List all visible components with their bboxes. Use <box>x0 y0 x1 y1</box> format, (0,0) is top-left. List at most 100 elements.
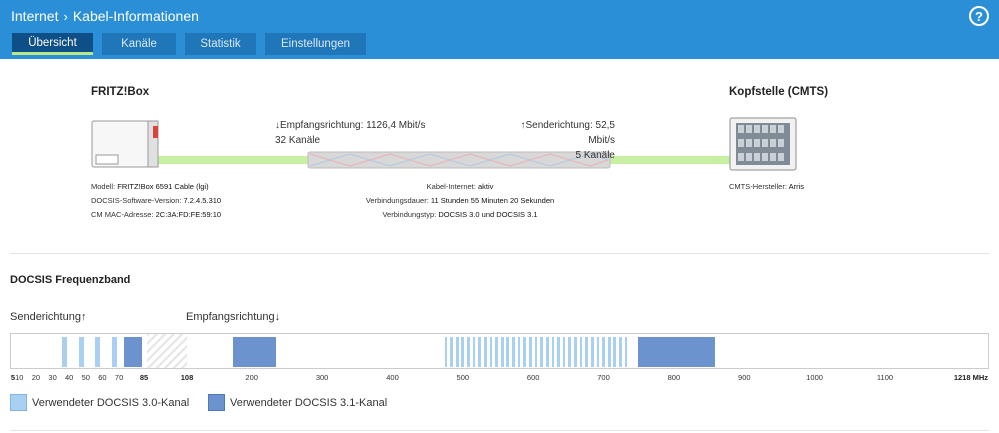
downstream-channel-docsis30 <box>450 337 453 367</box>
downstream-channel-docsis30 <box>590 337 594 367</box>
upstream-band-label: Senderichtung↑ <box>10 311 87 323</box>
tab-uebersicht[interactable]: Übersicht <box>12 33 93 55</box>
downstream-channel-docsis30 <box>523 337 527 367</box>
upstream-channel-docsis30 <box>61 337 67 367</box>
downstream-channel-docsis31 <box>638 337 716 367</box>
downstream-channel-docsis30 <box>613 337 617 367</box>
cmts-info: CMTS-Hersteller: Arris <box>729 182 805 191</box>
device-title: FRITZ!Box <box>91 86 150 98</box>
cmts-title: Kopfstelle (CMTS) <box>729 86 829 98</box>
downstream-channel-docsis30 <box>495 337 498 367</box>
downstream-channel-docsis30 <box>512 337 515 367</box>
frequency-tick-label: 70 <box>114 373 124 382</box>
frequency-tick-label: 700 <box>597 373 610 382</box>
downstream-channel-docsis30 <box>596 337 600 367</box>
section-divider <box>10 253 989 254</box>
frequency-tick-label: 108 <box>180 373 194 382</box>
legend-swatch-docsis31 <box>208 394 225 411</box>
downstream-channel-docsis30 <box>500 337 504 367</box>
chevron-right-icon: › <box>63 8 68 24</box>
legend-docsis30: Verwendeter DOCSIS 3.0-Kanal <box>10 394 189 411</box>
cable-internet-row: Kabel-Internet: aktiv <box>426 182 494 191</box>
downstream-channel-docsis30 <box>444 337 448 367</box>
frequency-tick-label: 1100 <box>876 373 894 382</box>
help-icon[interactable]: ? <box>969 6 989 26</box>
downstream-channel-docsis30 <box>551 337 555 367</box>
downstream-channel-docsis30 <box>568 337 572 367</box>
frequency-tick-label: 900 <box>738 373 751 382</box>
legend-docsis31: Verwendeter DOCSIS 3.1-Kanal <box>208 394 387 411</box>
tab-einstellungen[interactable]: Einstellungen <box>265 33 366 55</box>
cmts-icon <box>729 117 797 171</box>
frequency-tick-label: 1218 MHz <box>953 373 988 382</box>
downstream-channels: 32 Kanäle <box>275 135 321 146</box>
model-row: Modell: FRITZ!Box 6591 Cable (lgi) <box>91 182 209 191</box>
connection-info: Kabel-Internet: aktiv Verbindungsdauer: … <box>300 180 620 222</box>
downstream-channel-docsis30 <box>489 337 493 367</box>
frequency-tick-label: 800 <box>667 373 681 382</box>
frequency-tick-label: 30 <box>48 373 57 382</box>
frequency-tick-label: 20 <box>31 373 41 382</box>
frequency-band <box>10 333 989 369</box>
frequency-tick-label: 500 <box>456 373 470 382</box>
connection-duration-row: Verbindungsdauer: 11 Stunden 55 Minuten … <box>365 196 555 205</box>
downstream-channel-docsis30 <box>619 337 622 367</box>
top-bar: Internet › Kabel-Informationen ? Übersic… <box>0 0 999 59</box>
connection-type-row: Verbindungstyp: DOCSIS 3.0 und DOCSIS 3.… <box>382 210 538 219</box>
downstream-channel-docsis30 <box>579 337 583 367</box>
bottom-divider <box>10 430 989 431</box>
downstream-channel-docsis30 <box>602 337 605 367</box>
breadcrumb-internet[interactable]: Internet <box>11 8 59 24</box>
frequency-tick-label: 60 <box>98 373 107 382</box>
device-info: Modell: FRITZ!Box 6591 Cable (lgi) DOCSI… <box>91 180 221 222</box>
downstream-channel-docsis30 <box>483 337 487 367</box>
frequency-title: DOCSIS Frequenzband <box>10 274 131 286</box>
downstream-channel-docsis30 <box>624 337 628 367</box>
downstream-rate: ↓Empfangsrichtung: 1126,4 Mbit/s 32 Kanä… <box>275 120 426 146</box>
guard-band <box>147 334 187 368</box>
downstream-channel-docsis30 <box>472 337 476 367</box>
docsis-version-row: DOCSIS-Software-Version: 7.2.4.5.310 <box>91 196 222 205</box>
breadcrumb: Internet › Kabel-Informationen <box>11 8 199 24</box>
downstream-channel-docsis30 <box>506 337 510 367</box>
frequency-tick-label: 300 <box>315 373 329 382</box>
downstream-channel-docsis30 <box>461 337 465 367</box>
frequency-tick-label: 50 <box>81 373 90 382</box>
frequency-tick-label: 400 <box>386 373 399 382</box>
legend-label-docsis31: Verwendeter DOCSIS 3.1-Kanal <box>230 396 388 409</box>
downstream-channel-docsis30 <box>574 337 577 367</box>
downstream-channel-docsis30 <box>517 337 521 367</box>
upstream-channel-docsis30 <box>95 337 101 367</box>
breadcrumb-kabel-informationen: Kabel-Informationen <box>72 8 199 24</box>
downstream-channel-docsis30 <box>534 337 538 367</box>
upstream-channel-docsis30 <box>111 337 117 367</box>
frequency-tick-label: 85 <box>139 373 149 382</box>
cable-tube <box>307 151 611 169</box>
frequency-tick-label: 1000 <box>806 373 823 382</box>
downstream-channel-docsis30 <box>455 337 459 367</box>
tab-kanaele[interactable]: Kanäle <box>102 33 176 55</box>
frequency-tick-label: 10 <box>15 373 24 382</box>
frequency-tick-label: 200 <box>245 373 258 382</box>
upstream-channel-docsis30 <box>78 337 84 367</box>
frequency-tick-label: 600 <box>526 373 540 382</box>
upstream-channel-docsis31 <box>124 337 143 367</box>
downstream-channel-docsis30 <box>529 337 532 367</box>
frequency-tick-label: 40 <box>65 373 74 382</box>
tab-statistik[interactable]: Statistik <box>185 33 256 55</box>
mac-address-row: CM MAC-Adresse: 2C:3A:FD:FE:59:10 <box>91 210 222 219</box>
frequency-tick-label: 5 <box>10 373 16 382</box>
tab-bar: Übersicht Kanäle Statistik Einstellungen <box>12 33 375 55</box>
legend-swatch-docsis30 <box>10 394 27 411</box>
downstream-channel-docsis30 <box>478 337 482 367</box>
connection-diagram <box>91 117 797 171</box>
downstream-channel-docsis30 <box>607 337 611 367</box>
downstream-channel-docsis30 <box>540 337 543 367</box>
router-icon <box>91 120 159 168</box>
downstream-channel-docsis30 <box>467 337 470 367</box>
downstream-channel-docsis30 <box>585 337 588 367</box>
downstream-channel-docsis30 <box>545 337 549 367</box>
upstream-rate: ↑Senderichtung: 52,5 Mbit/s 5 Kanäle <box>520 120 615 161</box>
downstream-band-label: Empfangsrichtung↓ <box>186 311 281 323</box>
downstream-channel-docsis30 <box>562 337 566 367</box>
